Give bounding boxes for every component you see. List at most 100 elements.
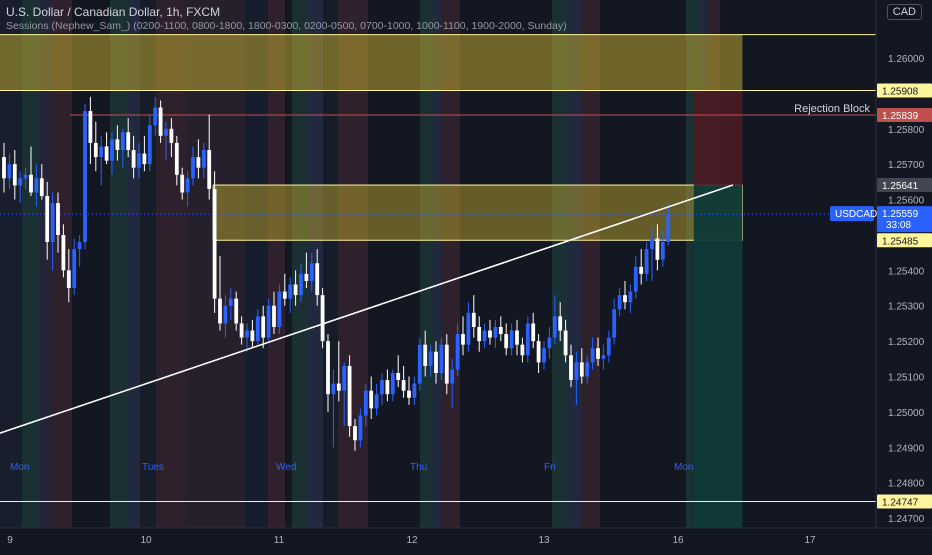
candle xyxy=(266,298,271,342)
candle-body xyxy=(531,323,536,342)
candle xyxy=(239,316,244,345)
candle-body xyxy=(201,149,206,168)
candle-body xyxy=(644,249,649,274)
time-axis[interactable]: 9 10 11 12 13 16 17 xyxy=(0,527,932,550)
candle xyxy=(99,135,104,186)
candle xyxy=(390,369,395,402)
price-tick: 1.24700 xyxy=(888,514,925,525)
price-tick: 1.25600 xyxy=(888,196,925,207)
candle xyxy=(218,256,222,331)
candle-body xyxy=(282,291,287,299)
price-tag-text: 1.25839 xyxy=(882,111,919,122)
candle xyxy=(515,319,519,356)
indicator-legend[interactable]: Sessions (Nephew_Sam_) (0200-1100, 0800-… xyxy=(6,20,567,32)
candle xyxy=(536,334,541,373)
candle xyxy=(596,337,600,366)
candle xyxy=(417,337,422,391)
candle xyxy=(18,171,23,204)
candle xyxy=(277,284,282,335)
candle xyxy=(623,280,627,310)
price-tag: 1.25641 xyxy=(877,178,932,193)
candle xyxy=(23,167,28,189)
candle-body xyxy=(218,298,222,324)
candle-body xyxy=(142,153,147,165)
session-band xyxy=(420,0,433,528)
time-tick: 10 xyxy=(140,535,152,546)
candle-body xyxy=(277,291,282,327)
candle xyxy=(612,298,617,345)
trendline-layer[interactable] xyxy=(0,184,734,434)
candle xyxy=(131,135,136,179)
price-tick: 1.24900 xyxy=(888,443,925,454)
time-tick: 17 xyxy=(804,535,816,546)
currency-button[interactable]: CAD xyxy=(886,4,922,20)
candle xyxy=(153,96,158,136)
candle-body xyxy=(552,316,557,338)
price-axis[interactable]: 1.26000 1.25800 1.25700 1.25600 1.25400 1.253… xyxy=(875,0,932,550)
candle-body xyxy=(515,330,519,345)
time-tick: 13 xyxy=(538,535,550,546)
candle xyxy=(455,323,460,377)
candle-body xyxy=(309,263,314,281)
candle xyxy=(655,224,660,271)
candle xyxy=(660,231,665,267)
candle xyxy=(423,330,428,377)
candle xyxy=(347,355,352,437)
candle xyxy=(56,192,60,253)
candle-body xyxy=(596,348,600,359)
candle xyxy=(77,234,82,267)
day-label: Mon xyxy=(674,462,693,473)
candle xyxy=(444,334,449,395)
candle xyxy=(83,103,87,250)
candle-body xyxy=(266,305,271,338)
day-label: Mon xyxy=(10,462,29,473)
candle xyxy=(358,408,363,448)
candle-body xyxy=(660,242,665,260)
candle xyxy=(601,344,606,370)
candle-body xyxy=(50,203,55,243)
candle xyxy=(320,288,325,349)
candle xyxy=(590,337,595,370)
candle-body xyxy=(239,323,244,338)
candle-body xyxy=(498,326,503,335)
candle xyxy=(336,341,341,402)
candle-body xyxy=(207,149,212,189)
price-tag-text: 1.25485 xyxy=(882,236,919,247)
candle-body xyxy=(666,213,671,243)
candle xyxy=(104,132,109,165)
candle-body xyxy=(493,326,498,338)
candle xyxy=(169,118,174,158)
candle xyxy=(72,238,77,296)
price-tag-bg xyxy=(877,178,932,193)
candle xyxy=(164,121,168,161)
current-price-value: 1.25559 xyxy=(882,209,919,220)
candle-body xyxy=(34,178,39,193)
candle xyxy=(639,249,644,285)
symbol-title: U.S. Dollar / Canadian Dollar, 1h, FXCM xyxy=(6,5,221,19)
candle xyxy=(369,376,374,419)
candle xyxy=(255,309,260,345)
candle xyxy=(110,132,114,175)
candle xyxy=(434,341,438,384)
session-band xyxy=(22,0,40,528)
candle-body xyxy=(547,337,552,349)
candle xyxy=(477,316,482,352)
candle-body xyxy=(137,153,141,168)
current-price-bg xyxy=(877,206,932,233)
session-band xyxy=(433,0,441,528)
candle-body xyxy=(563,330,568,356)
candle-body xyxy=(228,298,233,306)
candle xyxy=(93,121,98,172)
price-tick: 1.25400 xyxy=(888,266,925,277)
candle-body xyxy=(606,337,611,356)
candle-body xyxy=(471,312,476,327)
price-tag: 1.25839 xyxy=(877,107,932,122)
candle-body xyxy=(585,362,590,377)
candle-body xyxy=(374,394,379,409)
candle-body xyxy=(520,344,525,356)
candle xyxy=(250,319,255,349)
price-tick: 1.25000 xyxy=(888,408,925,419)
candle-body xyxy=(412,383,417,398)
